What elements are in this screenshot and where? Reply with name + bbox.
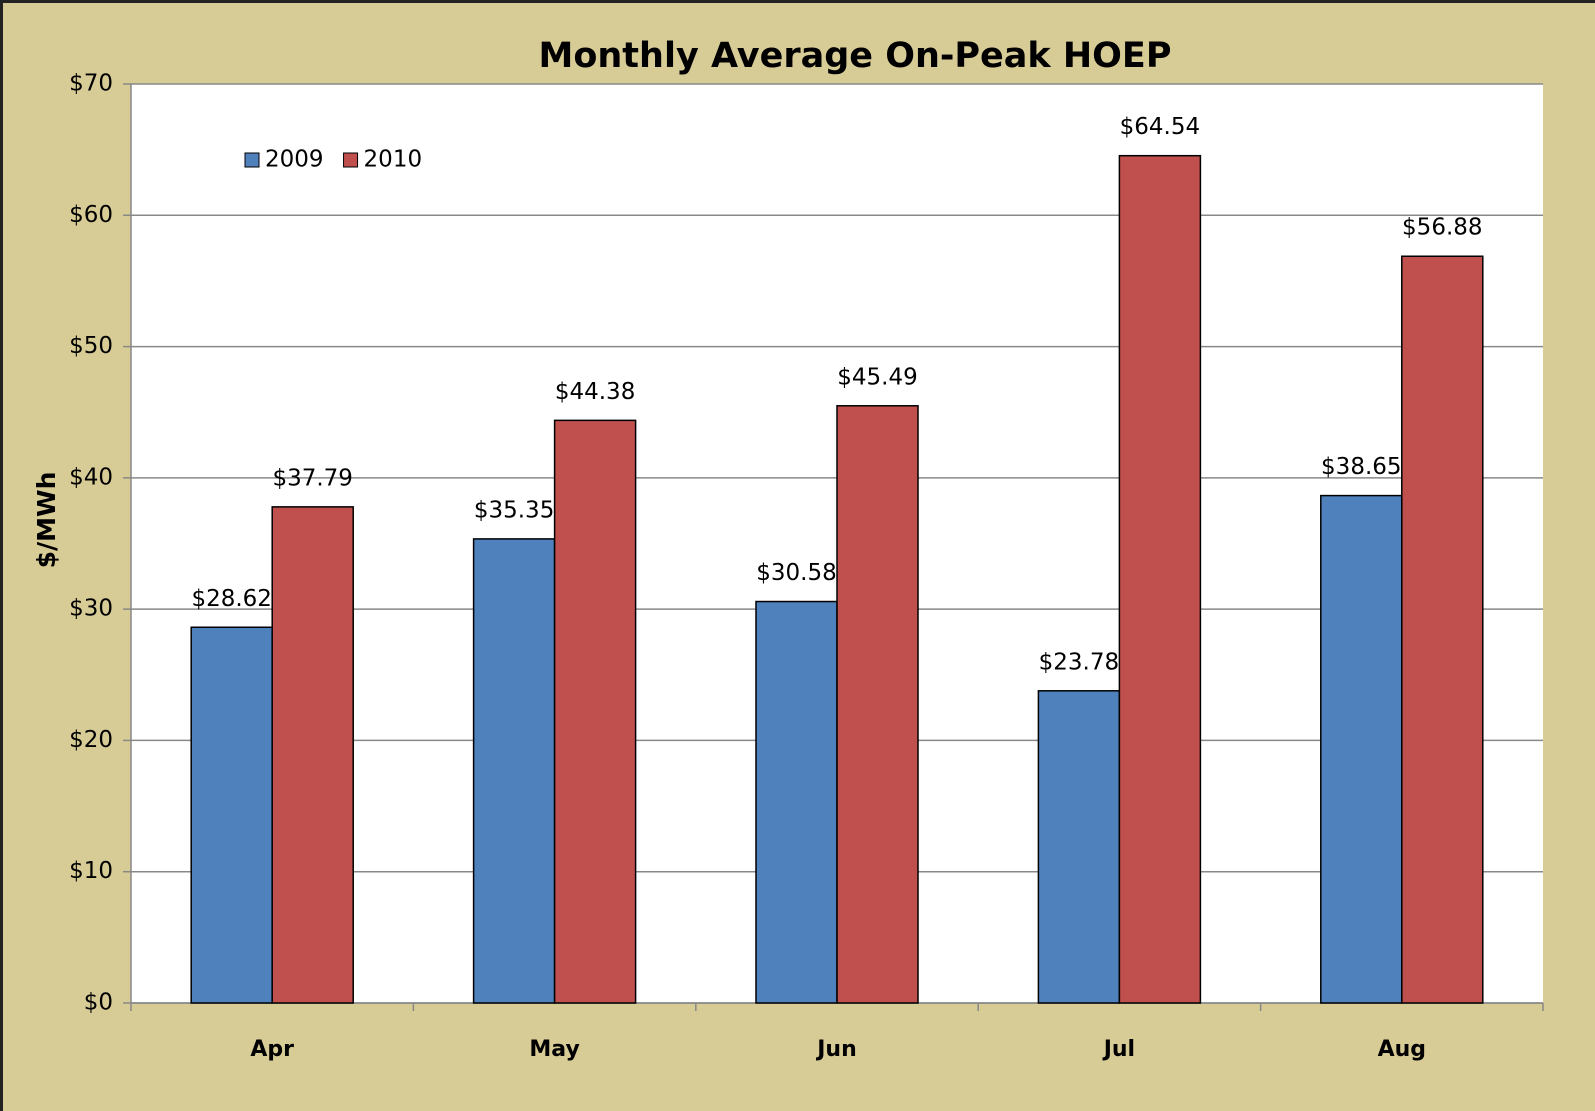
x-tick-label: Jul	[1102, 1037, 1135, 1062]
value-label: $45.49	[837, 364, 917, 390]
legend-swatch	[343, 152, 359, 168]
bar	[1320, 494, 1403, 1004]
bar	[472, 538, 556, 1004]
x-tick-label: May	[529, 1037, 579, 1062]
legend-swatch	[244, 152, 260, 168]
value-label: $35.35	[474, 497, 554, 523]
value-label: $44.38	[555, 379, 635, 405]
y-tick-label: $20	[69, 727, 113, 753]
chart-title: Monthly Average On-Peak HOEP	[539, 36, 1172, 76]
bar	[1037, 690, 1121, 1004]
value-label: $30.58	[756, 560, 836, 586]
value-label: $64.54	[1120, 114, 1200, 140]
value-label: $28.62	[191, 586, 271, 612]
bar	[271, 506, 354, 1004]
value-label: $37.79	[272, 465, 352, 491]
y-tick-label: $30	[69, 596, 113, 622]
bar	[190, 626, 273, 1004]
y-tick-label: $50	[69, 333, 113, 359]
x-tick-label: Apr	[250, 1037, 294, 1062]
y-tick-label: $0	[84, 990, 113, 1016]
value-label: $38.65	[1321, 454, 1401, 480]
bar	[755, 600, 838, 1004]
legend-label: 2010	[364, 147, 423, 173]
y-tick-label: $60	[69, 202, 113, 228]
y-tick-label: $40	[69, 464, 113, 490]
bar	[836, 405, 919, 1004]
value-label: $56.88	[1402, 215, 1482, 241]
legend-label: 2009	[265, 147, 324, 173]
x-tick-label: Jun	[815, 1037, 857, 1062]
value-label: $23.78	[1039, 649, 1119, 675]
y-axis-label: $/MWh	[32, 472, 61, 569]
bar	[1401, 255, 1484, 1004]
y-tick-label: $10	[69, 858, 113, 884]
y-tick-label: $70	[69, 71, 113, 97]
x-tick-label: Aug	[1378, 1037, 1426, 1062]
bar	[553, 419, 637, 1004]
bar	[1118, 154, 1202, 1004]
